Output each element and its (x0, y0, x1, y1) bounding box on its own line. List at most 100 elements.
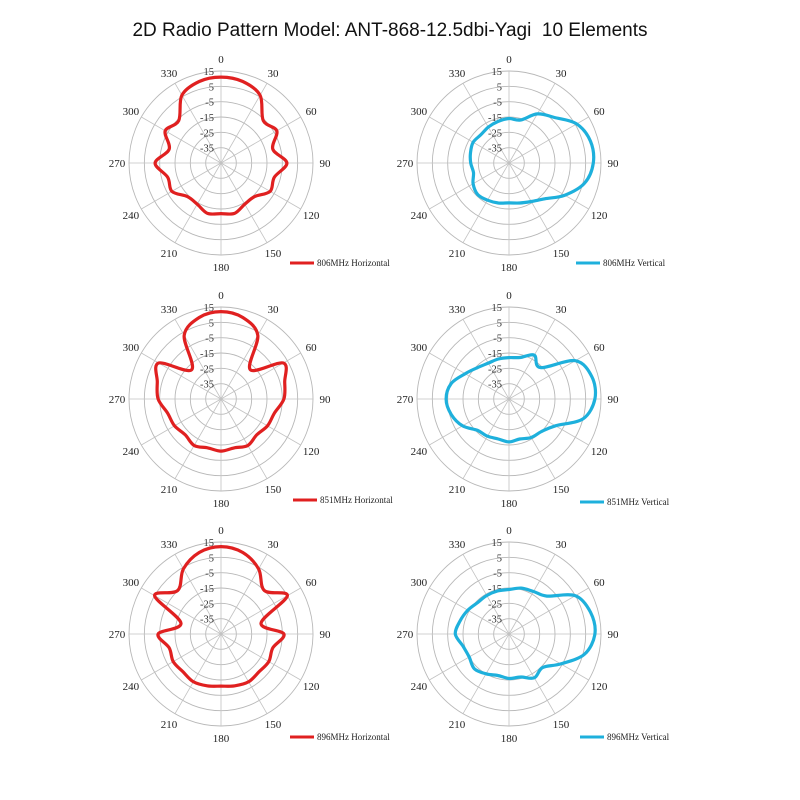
radial-tick-label: 15 (492, 538, 503, 549)
legend-label: 851MHz Horizontal (320, 495, 393, 505)
angle-tick-label: 60 (306, 106, 318, 118)
angle-tick-label: 0 (506, 290, 512, 302)
angle-tick-label: 60 (306, 342, 318, 354)
angle-tick-label: 180 (213, 262, 230, 274)
radial-tick-label: -15 (488, 349, 502, 360)
angle-tick-label: 210 (449, 719, 466, 731)
radial-tick-label: 5 (497, 553, 502, 564)
radial-tick-label: 15 (204, 67, 215, 78)
grid-spoke (508, 633, 589, 681)
grid-spoke (429, 352, 510, 400)
angle-tick-label: 180 (501, 262, 518, 274)
angle-tick-label: 150 (553, 719, 570, 731)
angle-tick-label: 330 (449, 304, 466, 316)
polar-chart-1: 0 30 60 90 120 150 180 210 240 270 300 330 15 5 -5 -15 -… (109, 54, 390, 274)
angle-tick-label: 300 (123, 106, 140, 118)
angle-tick-label: 30 (556, 68, 568, 80)
angle-tick-label: 60 (594, 106, 606, 118)
grid-spoke (141, 633, 222, 681)
grid-spoke (220, 162, 301, 210)
angle-tick-label: 120 (303, 681, 320, 693)
polar-chart-2: 0 30 60 90 120 150 180 210 240 270 300 330 15 5 -5 -15 -… (397, 54, 666, 274)
angle-tick-label: 60 (306, 577, 318, 589)
radial-tick-label: -35 (488, 380, 502, 391)
radial-tick-label: -25 (488, 128, 502, 139)
angle-tick-label: 180 (213, 498, 230, 510)
angle-tick-label: 0 (218, 525, 224, 537)
angle-tick-label: 30 (268, 68, 280, 80)
grid-spoke (141, 162, 222, 210)
radial-tick-label: -5 (205, 569, 214, 580)
pattern-line (154, 310, 288, 453)
angle-tick-label: 90 (320, 629, 332, 641)
polar-chart-3: 0 30 60 90 120 150 180 210 240 270 300 330 15 5 -5 -15 -… (109, 290, 393, 510)
angle-tick-label: 240 (123, 446, 140, 458)
grid-spoke (220, 116, 301, 164)
legend-label: 896MHz Vertical (607, 732, 670, 742)
angle-tick-label: 270 (109, 158, 126, 170)
legend-label: 806MHz Vertical (603, 258, 666, 268)
grid-spoke (429, 398, 510, 446)
angle-tick-label: 240 (411, 681, 428, 693)
radial-tick-label: 5 (497, 82, 502, 93)
angle-tick-label: 30 (268, 304, 280, 316)
radial-tick-label: 5 (209, 318, 214, 329)
angle-tick-label: 240 (411, 210, 428, 222)
angle-tick-label: 90 (608, 158, 620, 170)
angle-tick-label: 270 (109, 629, 126, 641)
angle-tick-label: 150 (553, 248, 570, 260)
angle-tick-label: 300 (123, 577, 140, 589)
radial-tick-label: -15 (488, 584, 502, 595)
radial-tick-label: -35 (200, 615, 214, 626)
angle-tick-label: 240 (123, 210, 140, 222)
radial-tick-label: -35 (200, 144, 214, 155)
angle-tick-label: 150 (265, 719, 282, 731)
angle-tick-label: 150 (265, 248, 282, 260)
angle-tick-label: 240 (123, 681, 140, 693)
pattern-line (468, 112, 596, 205)
grid-spoke (141, 398, 222, 446)
radial-tick-label: -25 (200, 599, 214, 610)
grid-spoke (508, 398, 589, 446)
angle-tick-label: 180 (501, 733, 518, 745)
angle-tick-label: 210 (161, 484, 178, 496)
angle-tick-label: 0 (218, 290, 224, 302)
angle-tick-label: 120 (591, 210, 608, 222)
grid-spoke (141, 352, 222, 400)
angle-tick-label: 270 (397, 394, 414, 406)
angle-tick-label: 90 (608, 394, 620, 406)
grid-spoke (220, 633, 268, 714)
angle-tick-label: 30 (556, 304, 568, 316)
angle-tick-label: 270 (397, 629, 414, 641)
angle-tick-label: 150 (265, 484, 282, 496)
angle-tick-label: 120 (591, 681, 608, 693)
grid-spoke (462, 398, 510, 479)
angle-tick-label: 210 (449, 248, 466, 260)
radial-tick-label: -35 (488, 615, 502, 626)
radial-tick-label: -25 (488, 599, 502, 610)
radial-tick-label: -15 (200, 584, 214, 595)
grid-spoke (462, 162, 510, 243)
angle-tick-label: 270 (109, 394, 126, 406)
radial-tick-label: -5 (205, 98, 214, 109)
grid-spoke (429, 116, 510, 164)
angle-tick-label: 0 (506, 54, 512, 66)
angle-tick-label: 300 (411, 577, 428, 589)
angle-tick-label: 120 (303, 210, 320, 222)
angle-tick-label: 330 (449, 68, 466, 80)
angle-tick-label: 90 (608, 629, 620, 641)
angle-tick-label: 240 (411, 446, 428, 458)
angle-tick-label: 30 (268, 539, 280, 551)
angle-tick-label: 0 (218, 54, 224, 66)
grid-spoke (220, 352, 301, 400)
radial-tick-label: -15 (488, 113, 502, 124)
grid-spoke (508, 319, 556, 400)
grid-spoke (462, 319, 510, 400)
radial-tick-label: -15 (200, 113, 214, 124)
angle-tick-label: 270 (397, 158, 414, 170)
angle-tick-label: 300 (123, 342, 140, 354)
angle-tick-label: 120 (591, 446, 608, 458)
radial-tick-label: 15 (204, 303, 215, 314)
grid-spoke (141, 116, 222, 164)
